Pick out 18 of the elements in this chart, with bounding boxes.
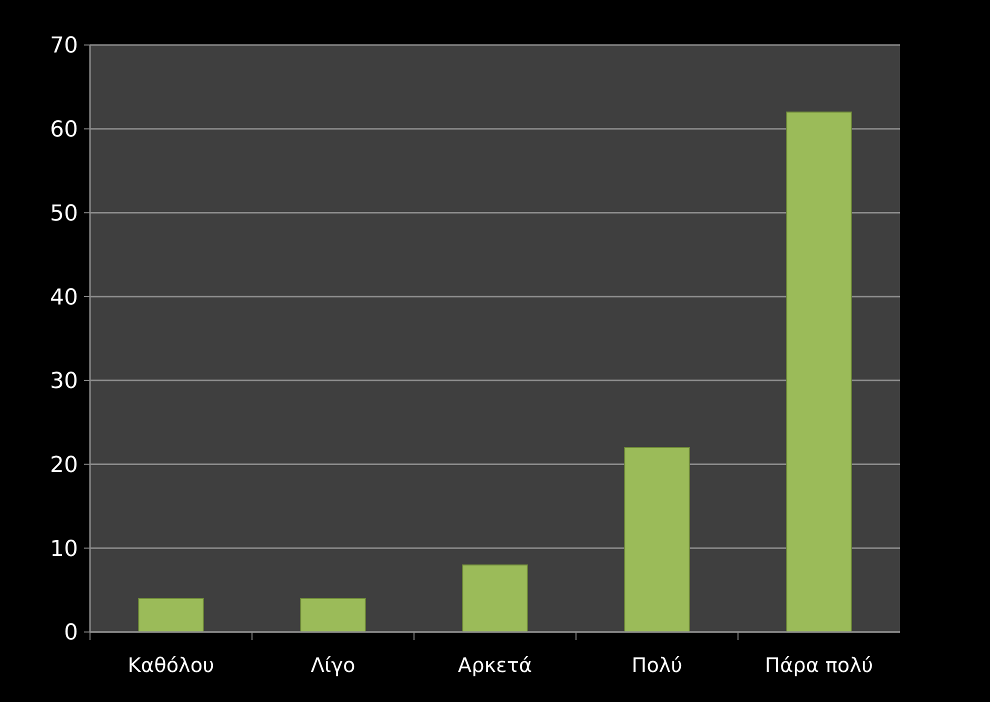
- bar: [786, 112, 852, 632]
- y-tick-label: 40: [50, 285, 78, 310]
- y-tick-label: 20: [50, 452, 78, 478]
- bar: [138, 598, 204, 632]
- y-tick-label: 50: [50, 201, 78, 226]
- y-tick-label: 30: [50, 369, 78, 394]
- y-tick-label: 60: [50, 118, 78, 143]
- y-tick-label: 0: [64, 620, 78, 646]
- x-tick-label: Πάρα πολύ: [764, 653, 874, 677]
- bar: [462, 564, 528, 632]
- y-tick-label: 10: [50, 536, 78, 562]
- bar: [624, 447, 690, 632]
- bar: [300, 598, 366, 632]
- x-tick-label: Καθόλου: [128, 653, 214, 677]
- x-tick-label: Πολύ: [632, 653, 682, 677]
- x-tick-label: Αρκετά: [458, 653, 532, 677]
- x-tick-label: Λίγο: [310, 653, 356, 677]
- y-tick-label: 70: [50, 34, 78, 59]
